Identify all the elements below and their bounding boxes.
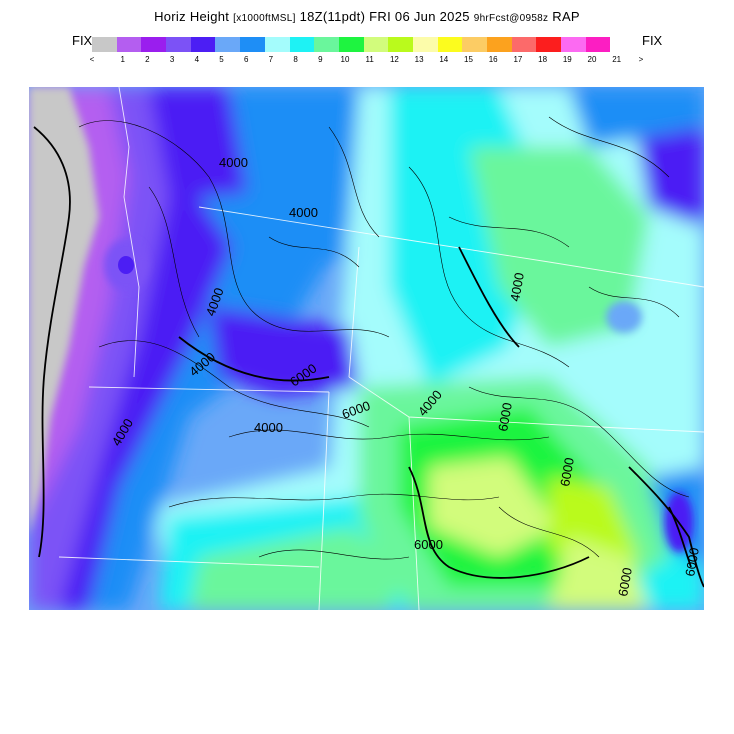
contour-label: 6000 bbox=[557, 456, 577, 487]
color-legend bbox=[92, 37, 611, 52]
contour-label: 4000 bbox=[254, 420, 283, 435]
legend-tick-gt: > bbox=[638, 55, 644, 64]
legend-swatch bbox=[116, 37, 142, 52]
legend-tick-label: 6 bbox=[243, 55, 249, 64]
contour-label: 6000 bbox=[414, 537, 443, 552]
legend-tick-label: 13 bbox=[414, 55, 424, 64]
title-forecast: 9hrFcst@0958z bbox=[473, 13, 549, 24]
map-canvas: 4000 4000 4000 4000 6000 4000 4000 6000 … bbox=[29, 87, 704, 610]
legend-swatch bbox=[141, 37, 167, 52]
legend-fix-left: FIX bbox=[72, 33, 93, 48]
legend-swatch bbox=[536, 37, 562, 52]
legend-fix-right: FIX bbox=[642, 33, 663, 48]
political-boundaries bbox=[58, 87, 704, 610]
legend-tick-label: 7 bbox=[268, 55, 274, 64]
title-units: [x1000ftMSL] bbox=[233, 13, 296, 24]
contour-label: 6000 bbox=[682, 546, 702, 577]
legend-tick-labels: < > 1 2 3 4 5 6 7 8 9 10 11 12 13 14 15 16 17 18 19 20 21 bbox=[89, 55, 652, 67]
legend-tick-label: 11 bbox=[365, 55, 374, 64]
legend-swatch bbox=[561, 37, 586, 52]
legend-tick-label: 9 bbox=[318, 55, 323, 64]
legend-swatch bbox=[462, 37, 487, 52]
legend-tick-label: 8 bbox=[293, 55, 298, 64]
contour-label: 6000 bbox=[495, 401, 515, 432]
legend-swatch bbox=[289, 37, 315, 52]
legend-tick-label: 1 bbox=[120, 55, 125, 64]
legend-tick-label: 14 bbox=[439, 55, 449, 64]
height-map: 4000 4000 4000 4000 6000 4000 4000 6000 … bbox=[29, 87, 704, 610]
legend-swatch bbox=[487, 37, 512, 52]
title-date: FRI 06 Jun 2025 bbox=[369, 9, 470, 24]
legend-swatch bbox=[511, 37, 537, 52]
contour-label: 4000 bbox=[289, 205, 318, 220]
legend-tick-label: 20 bbox=[587, 55, 597, 64]
contour-label: 6000 bbox=[615, 566, 635, 597]
legend-swatch bbox=[388, 37, 413, 52]
legend-swatch bbox=[338, 37, 364, 52]
legend-swatch bbox=[437, 37, 463, 52]
legend-tick-lt: < bbox=[89, 55, 95, 64]
legend-swatch bbox=[585, 37, 611, 52]
chart-title: Horiz Height [x1000ftMSL] 18Z(11pdt) FRI… bbox=[0, 9, 734, 24]
legend-tick-label: 16 bbox=[488, 55, 498, 64]
legend-tick-label: 15 bbox=[464, 55, 473, 64]
title-field: Horiz Height bbox=[154, 9, 230, 24]
legend-swatch bbox=[190, 37, 216, 52]
legend-swatch bbox=[215, 37, 241, 52]
legend-tick-label: 4 bbox=[194, 55, 200, 64]
contour-label: 4000 bbox=[219, 155, 248, 170]
legend-swatch bbox=[412, 37, 438, 52]
legend-tick-label: 3 bbox=[169, 55, 175, 64]
thin-contours bbox=[78, 116, 690, 560]
legend-tick-label: 21 bbox=[612, 55, 622, 64]
legend-tick-label: 19 bbox=[562, 55, 572, 64]
legend-tick-label: 2 bbox=[145, 55, 150, 64]
legend-tick-label: 10 bbox=[340, 55, 350, 64]
legend-tick-label: 18 bbox=[538, 55, 548, 64]
legend-swatch bbox=[166, 37, 191, 52]
legend-swatch bbox=[314, 37, 339, 52]
contour-label: 4000 bbox=[507, 271, 527, 302]
legend-swatch bbox=[240, 37, 265, 52]
title-model: RAP bbox=[552, 9, 580, 24]
thick-contours bbox=[33, 126, 704, 588]
field-fix-ocean bbox=[29, 87, 99, 537]
legend-swatch bbox=[92, 37, 117, 52]
legend-swatch bbox=[363, 37, 389, 52]
title-valid-time: 18Z(11pdt) bbox=[299, 9, 366, 24]
legend-swatch bbox=[264, 37, 290, 52]
legend-tick-label: 5 bbox=[219, 55, 224, 64]
legend-tick-label: 17 bbox=[513, 55, 523, 64]
legend-tick-label: 12 bbox=[389, 55, 399, 64]
